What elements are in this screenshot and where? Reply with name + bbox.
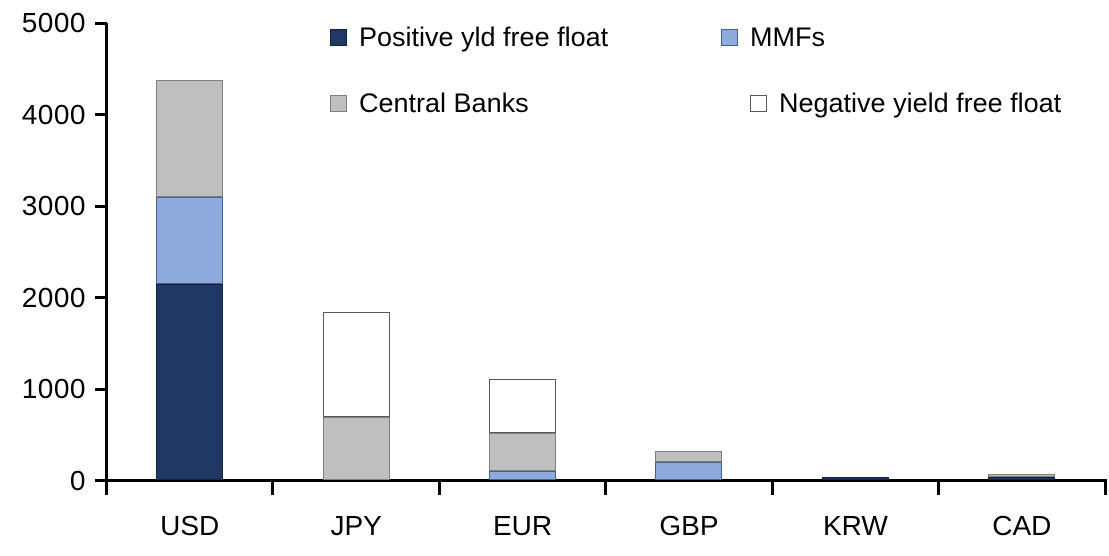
bar-segment-eur-mmfs: [489, 471, 557, 481]
bar-segment-gbp-central-banks: [655, 451, 723, 463]
y-axis-tick-label: 5000: [21, 7, 86, 38]
y-axis-tick-label: 4000: [21, 98, 86, 130]
legend-item-central-banks: Central Banks: [330, 86, 529, 120]
x-axis-category-label-krw: KRW: [822, 510, 888, 541]
legend-item-negative-yield-free-float: Negative yield free float: [750, 86, 1061, 120]
bar-segment-cad-central-banks: [988, 474, 1056, 478]
y-axis-tick-label: 0: [69, 464, 86, 496]
legend-swatch-negative-yield-free-float: [750, 94, 767, 112]
x-axis-category-label-usd: USD: [160, 510, 220, 541]
y-axis-tick: [95, 21, 107, 25]
x-axis-tick: [937, 482, 941, 495]
y-axis-tick: [95, 296, 107, 299]
y-axis-tick: [95, 479, 107, 482]
x-axis-tick: [105, 482, 108, 495]
bar-segment-eur-negative-yield-free-float: [489, 378, 557, 433]
y-axis-line: [105, 23, 108, 482]
bar-segment-gbp-mmfs: [655, 462, 723, 481]
legend-label-central-banks: Central Banks: [359, 87, 529, 118]
legend-item-positive-yld-free-float: Positive yld free float: [330, 20, 608, 54]
x-axis-category-label-eur: EUR: [492, 510, 553, 541]
y-axis-tick-label: 1000: [21, 373, 86, 404]
bar-segment-krw-positive-yld-free-float: [821, 476, 889, 481]
bar-segment-eur-central-banks: [489, 432, 557, 472]
legend-swatch-central-banks: [330, 94, 347, 112]
legend-item-mmfs: MMFs: [721, 20, 825, 54]
y-axis-tick-label: 2000: [21, 281, 86, 313]
bar-segment-usd-central-banks: [156, 79, 224, 197]
legend-label-mmfs: MMFs: [750, 21, 825, 52]
x-axis-tick: [770, 482, 774, 495]
legend-swatch-positive-yld-free-float: [330, 28, 347, 46]
x-axis-tick: [437, 482, 441, 495]
bar-segment-usd-mmfs: [156, 196, 224, 284]
y-axis-tick: [95, 204, 107, 208]
y-axis-tick: [95, 113, 107, 116]
bar-segment-jpy-negative-yield-free-float: [322, 312, 390, 418]
x-axis-tick: [604, 482, 608, 495]
y-axis-tick: [95, 387, 107, 391]
x-axis-tick: [1103, 482, 1107, 495]
x-axis-line: [105, 479, 1107, 482]
legend-label-positive-yld-free-float: Positive yld free float: [359, 21, 609, 52]
bar-segment-jpy-central-banks: [322, 417, 390, 481]
x-axis-category-label-jpy: JPY: [330, 510, 382, 541]
x-axis-tick: [271, 482, 275, 495]
x-axis-category-label-cad: CAD: [992, 510, 1052, 541]
x-axis-category-label-gbp: GBP: [659, 510, 719, 541]
bar-segment-usd-positive-yld-free-float: [156, 283, 224, 481]
bar-segment-cad-positive-yld-free-float: [988, 477, 1056, 481]
legend-swatch-mmfs: [721, 28, 738, 46]
y-axis-tick-label: 3000: [21, 190, 86, 221]
legend-label-negative-yield-free-float: Negative yield free float: [779, 87, 1062, 118]
